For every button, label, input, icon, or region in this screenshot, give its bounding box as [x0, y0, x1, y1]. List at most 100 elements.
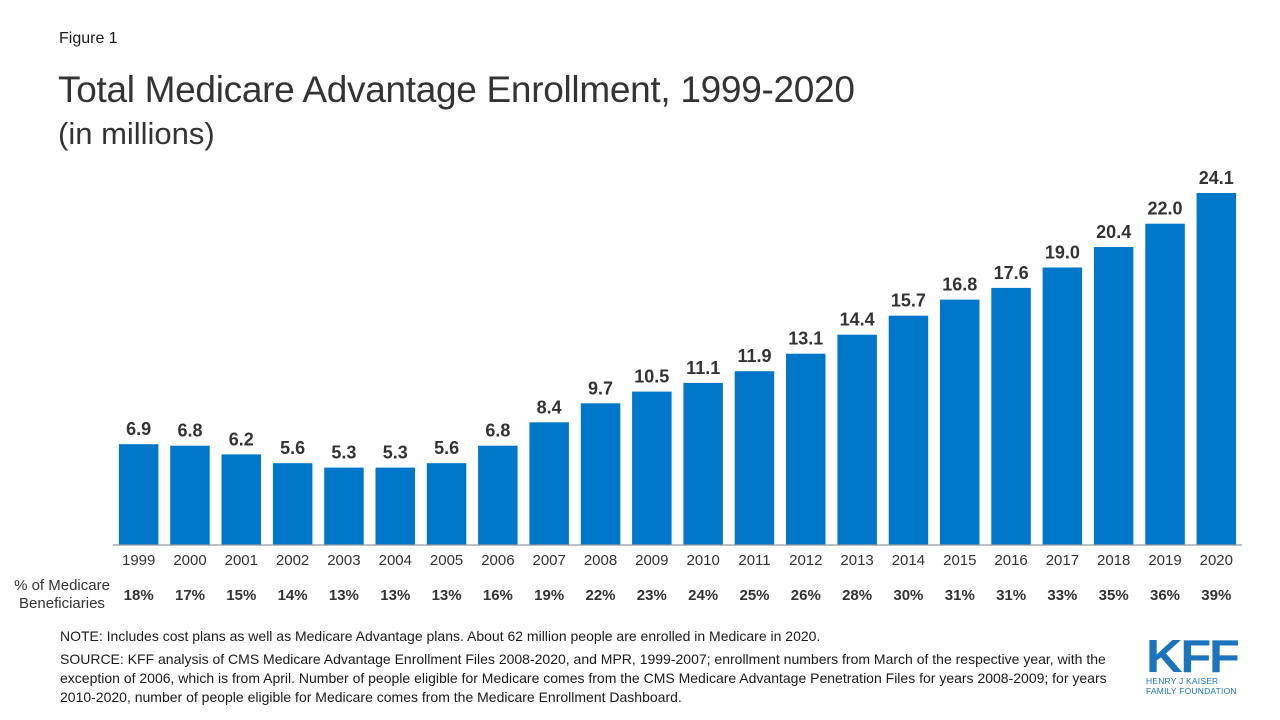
bar-2014	[888, 315, 929, 545]
value-label-2002: 5.6	[280, 438, 305, 458]
value-label-2006: 6.8	[485, 421, 510, 441]
x-tick-label-2013: 2013	[840, 552, 873, 569]
percent-row-group: 18% 17% 15% 14% 13% 13% 13% 16% 19% 22% 23% 24% 25% 2…	[124, 587, 1232, 604]
value-label-2010: 11.1	[686, 358, 720, 378]
note-text: NOTE: Includes cost plans as well as Med…	[60, 628, 821, 644]
percent-value-2008: 22%	[585, 587, 615, 604]
bar-2013	[837, 334, 877, 545]
value-label-2005: 5.6	[434, 438, 459, 458]
percent-value-2002: 14%	[278, 587, 308, 604]
bar-2004	[375, 467, 415, 545]
percent-row-label: % of Medicare Beneficiaries	[8, 577, 116, 613]
x-tick-label-2014: 2014	[892, 552, 925, 569]
x-tick-label-2000: 2000	[173, 552, 206, 569]
value-label-2008: 9.7	[588, 378, 613, 398]
percent-value-2006: 16%	[483, 587, 513, 604]
percent-value-1999: 18%	[124, 587, 154, 604]
x-tick-label-2006: 2006	[481, 552, 514, 569]
bar-2008	[580, 403, 621, 545]
percent-value-2011: 25%	[739, 587, 769, 604]
value-label-2009: 10.5	[634, 367, 669, 387]
x-tick-label-1999: 1999	[122, 552, 155, 569]
x-tick-label-2010: 2010	[687, 552, 720, 569]
percent-value-2004: 13%	[380, 587, 410, 604]
x-tick-label-2001: 2001	[225, 552, 258, 569]
percent-value-2015: 31%	[945, 587, 975, 604]
kff-logo-mark: KFF	[1146, 630, 1240, 682]
value-label-2012: 13.1	[788, 329, 823, 349]
value-label-2011: 11.9	[737, 346, 771, 366]
bar-2020	[1196, 193, 1237, 545]
bar-2015	[940, 299, 980, 545]
value-label-2001: 6.2	[229, 429, 254, 449]
bar-2018	[1093, 247, 1134, 545]
x-tick-label-2020: 2020	[1200, 552, 1233, 569]
chart-title: Total Medicare Advantage Enrollment, 199…	[58, 69, 855, 110]
bar-2016	[991, 287, 1031, 545]
bar-2019	[1145, 223, 1185, 545]
percent-value-2009: 23%	[637, 587, 667, 604]
value-label-2007: 8.4	[537, 397, 562, 417]
percent-value-2000: 17%	[175, 587, 205, 604]
x-tick-label-2017: 2017	[1046, 552, 1079, 569]
bar-2005	[426, 463, 467, 545]
bar-chart: 6.9 6.8 6.2 5.6 5.3 5.3 5.6 6.8 8.4 9.7 10.5 11.1 11…	[113, 168, 1242, 604]
x-tick-label-2015: 2015	[943, 552, 976, 569]
bar-1999	[118, 444, 159, 545]
chart-subtitle: (in millions)	[58, 116, 215, 151]
value-label-2020: 24.1	[1199, 168, 1234, 188]
percent-row-label-line1: % of Medicare	[14, 577, 110, 594]
x-tick-label-2019: 2019	[1148, 552, 1181, 569]
kff-logo-line2: FAMILY FOUNDATION	[1146, 686, 1237, 696]
kff-logo-line1: HENRY J KAISER	[1146, 676, 1219, 686]
percent-value-2016: 31%	[996, 587, 1026, 604]
x-tick-label-2016: 2016	[994, 552, 1027, 569]
bars-group	[118, 193, 1237, 545]
percent-value-2014: 30%	[893, 587, 923, 604]
x-tick-label-2007: 2007	[533, 552, 566, 569]
value-label-2017: 19.0	[1045, 243, 1080, 263]
x-tick-label-2009: 2009	[635, 552, 668, 569]
bar-2006	[478, 445, 518, 545]
kff-logo: KFF HENRY J KAISER FAMILY FOUNDATION	[1146, 633, 1246, 696]
source-text: SOURCE: KFF analysis of CMS Medicare Adv…	[60, 651, 1107, 705]
percent-value-2005: 13%	[432, 587, 462, 604]
value-label-2016: 17.6	[994, 263, 1029, 283]
figure-label: Figure 1	[59, 30, 118, 47]
value-label-2003: 5.3	[331, 443, 356, 463]
bar-2003	[324, 467, 364, 545]
bar-2007	[529, 422, 569, 545]
value-label-2019: 22.0	[1147, 199, 1182, 219]
percent-row-label-line2: Beneficiaries	[19, 595, 105, 612]
bar-2010	[683, 382, 723, 545]
x-tick-label-2003: 2003	[327, 552, 360, 569]
value-labels-group: 6.9 6.8 6.2 5.6 5.3 5.3 5.6 6.8 8.4 9.7 10.5 11.1 11…	[126, 168, 1234, 463]
bar-2001	[221, 454, 261, 545]
value-label-2013: 14.4	[840, 310, 875, 330]
x-tick-label-2005: 2005	[430, 552, 463, 569]
percent-value-2019: 36%	[1150, 587, 1180, 604]
percent-value-2017: 33%	[1047, 587, 1077, 604]
bar-2012	[786, 353, 826, 545]
percent-value-2010: 24%	[688, 587, 718, 604]
bar-2009	[632, 391, 672, 545]
bar-2011	[734, 371, 775, 545]
value-label-1999: 6.9	[126, 419, 151, 439]
x-tick-label-2002: 2002	[276, 552, 309, 569]
value-label-2004: 5.3	[383, 443, 408, 463]
percent-value-2007: 19%	[534, 587, 564, 604]
x-tick-label-2011: 2011	[738, 552, 770, 569]
bar-2017	[1042, 267, 1083, 545]
x-tick-label-2008: 2008	[584, 552, 617, 569]
percent-value-2012: 26%	[791, 587, 821, 604]
percent-value-2013: 28%	[842, 587, 872, 604]
x-tick-label-2018: 2018	[1097, 552, 1130, 569]
percent-value-2020: 39%	[1201, 587, 1231, 604]
value-label-2014: 15.7	[891, 291, 926, 311]
value-label-2015: 16.8	[942, 275, 977, 295]
bar-2000	[170, 445, 210, 545]
percent-value-2003: 13%	[329, 587, 359, 604]
x-tick-labels-group: 1999 2000 2001 2002 2003 2004 2005 2006 2007 2008…	[122, 552, 1233, 569]
percent-value-2018: 35%	[1099, 587, 1129, 604]
bar-2002	[272, 463, 313, 545]
